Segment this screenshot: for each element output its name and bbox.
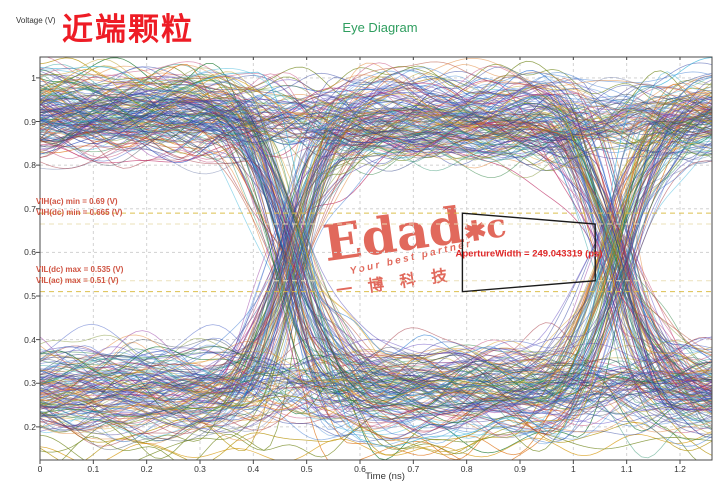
x-tick-label: 0.1: [87, 464, 100, 474]
threshold-label: VIL(dc) max = 0.535 (V): [36, 264, 124, 274]
y-tick-label: 1: [31, 72, 36, 83]
x-axis-title: Time (ns): [365, 471, 405, 482]
x-tick-label: 0.2: [140, 464, 153, 474]
x-tick-label: 0: [37, 464, 43, 474]
y-tick-label: 0.5: [24, 291, 36, 301]
threshold-label: VIH(dc) min = 0.665 (V): [36, 208, 123, 218]
y-tick-label: 0.2: [24, 421, 36, 432]
x-tick-label: 1.1: [620, 464, 633, 474]
x-tick-label: 0.9: [514, 464, 526, 474]
x-tick-label: 0.7: [407, 464, 420, 474]
y-axis-title: Voltage (V): [16, 16, 56, 25]
y-tick-label: 0.8: [24, 160, 36, 171]
chart-title: Eye Diagram: [342, 20, 418, 35]
x-tick-label: 1.2: [674, 464, 686, 474]
x-tick-label: 0.8: [460, 464, 473, 474]
x-tick-label: 0.5: [300, 464, 313, 474]
x-tick-label: 0.3: [194, 464, 206, 474]
y-tick-label: 0.6: [24, 247, 36, 258]
y-tick-label: 0.4: [24, 334, 36, 345]
x-tick-label: 1: [570, 464, 576, 474]
y-tick-label: 0.7: [24, 203, 36, 214]
y-tick-label: 0.3: [24, 378, 36, 389]
aperture-width-annotation: ApertureWidth = 249.043319 (ps): [455, 248, 603, 260]
page-badge-near-end: 近端颗粒: [62, 12, 194, 48]
threshold-label: VIL(ac) max = 0.51 (V): [36, 275, 119, 285]
x-tick-label: 0.6: [354, 464, 366, 474]
y-tick-label: 0.9: [24, 116, 36, 127]
x-tick-label: 0.4: [247, 464, 260, 474]
threshold-label: VIH(ac) min = 0.69 (V): [36, 197, 118, 207]
